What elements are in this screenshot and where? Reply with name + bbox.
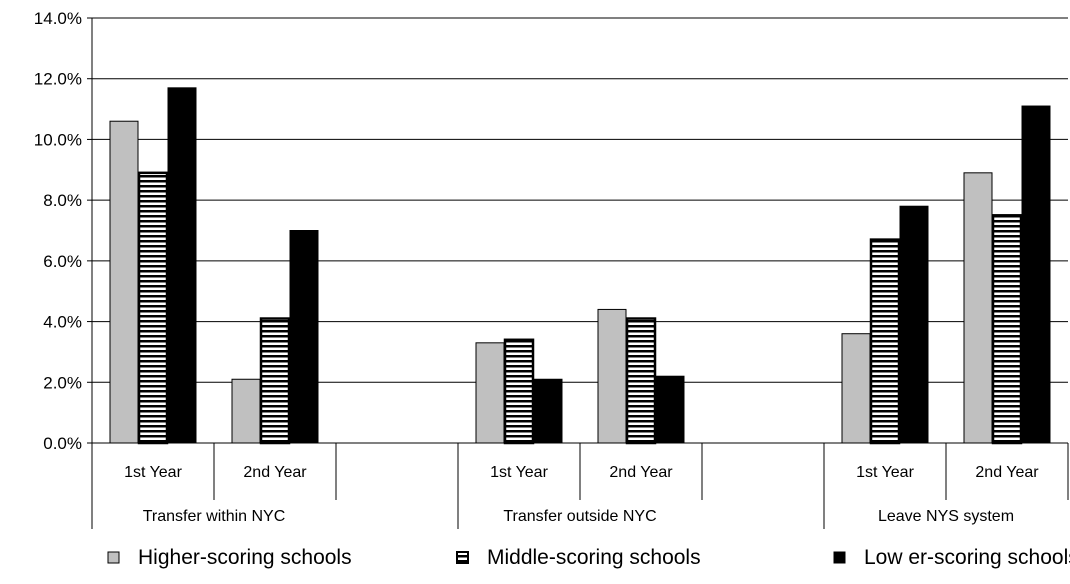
axes <box>87 17 1069 529</box>
category-label: 2nd Year <box>243 464 307 481</box>
bar <box>503 338 535 445</box>
legend-swatch <box>456 551 469 564</box>
legend-label: Middle-scoring schools <box>487 546 701 569</box>
legend: Higher-scoring schools Middle-scoring sch… <box>107 546 1070 569</box>
bar <box>1021 105 1051 444</box>
bar <box>475 342 505 444</box>
legend-swatch <box>833 551 846 564</box>
y-tick-label: 8.0% <box>43 191 82 210</box>
y-tick-label: 12.0% <box>34 70 82 89</box>
bar <box>869 238 901 445</box>
bar <box>991 214 1023 445</box>
bar <box>655 375 685 444</box>
legend-label: Higher-scoring schools <box>138 546 352 569</box>
category-label: 1st Year <box>856 464 915 481</box>
bar <box>109 120 139 444</box>
bar <box>597 308 627 444</box>
y-tick-label: 0.0% <box>43 434 82 453</box>
group-label: Transfer within NYC <box>143 508 286 525</box>
y-tick-label: 10.0% <box>34 130 82 149</box>
category-labels: 1st Year 2nd Year Transfer within NYC 1st Y… <box>124 464 1039 525</box>
bar <box>167 87 197 444</box>
category-label: 2nd Year <box>609 464 673 481</box>
group-label: Transfer outside NYC <box>503 508 656 525</box>
category-label: 1st Year <box>124 464 183 481</box>
category-label: 2nd Year <box>975 464 1039 481</box>
legend-swatch <box>107 551 120 564</box>
bar <box>259 317 291 445</box>
y-tick-label: 4.0% <box>43 313 82 332</box>
group-label: Leave NYS system <box>878 508 1014 525</box>
y-tick-label: 6.0% <box>43 252 82 271</box>
gridlines <box>92 17 1068 383</box>
y-tick-label: 14.0% <box>34 9 82 28</box>
bar <box>625 317 657 445</box>
category-label: 1st Year <box>490 464 549 481</box>
y-tick-label: 2.0% <box>43 373 82 392</box>
bar <box>533 378 563 444</box>
legend-label: Low er-scoring schools <box>864 546 1070 569</box>
bar <box>231 378 261 444</box>
bar <box>137 171 169 445</box>
y-tick-labels: 0.0% 2.0% 4.0% 6.0% 8.0% 10.0% 12.0% 14.0% <box>34 9 82 453</box>
bar <box>963 172 993 444</box>
bar <box>289 230 319 444</box>
bar <box>841 333 871 444</box>
bars <box>109 87 1051 445</box>
bar <box>899 205 929 444</box>
